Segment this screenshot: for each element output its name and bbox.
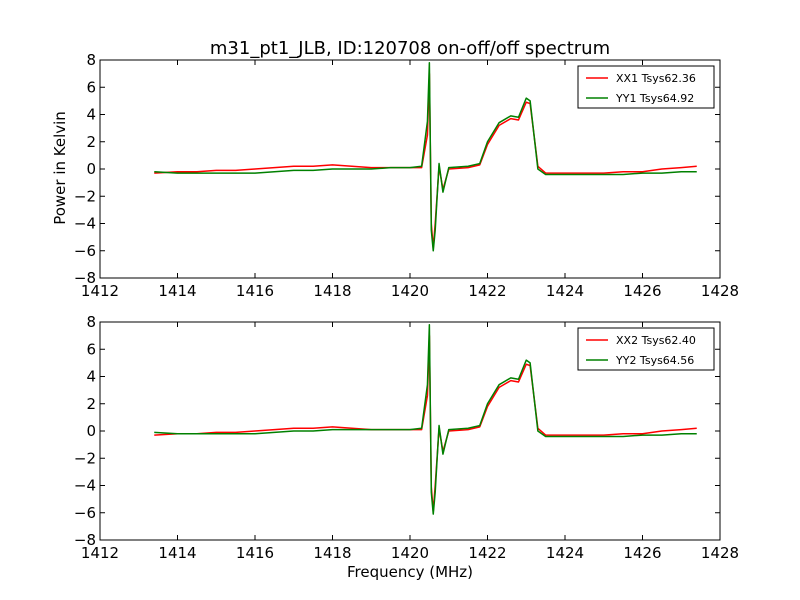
y-tick-label: −8 <box>74 531 96 549</box>
bottom-panel: 1412 1414 1416 1418 1420 1422 1424 1426 1428 −8 −6… <box>74 313 739 562</box>
x-tick-label: 1420 <box>391 282 429 300</box>
y-tick-label: −6 <box>74 242 96 260</box>
legend: XX1 Tsys62.36 YY1 Tsys64.92 <box>577 65 715 109</box>
x-tick-label: 1420 <box>391 544 429 562</box>
y-tick-label: −2 <box>74 187 96 205</box>
x-tick-label: 1416 <box>236 282 274 300</box>
legend-label: YY1 Tsys64.92 <box>615 92 694 105</box>
x-tick-label: 1422 <box>468 282 506 300</box>
legend-label: XX1 Tsys62.36 <box>616 72 696 85</box>
legend-label: XX2 Tsys62.40 <box>616 334 696 347</box>
x-tick-label: 1426 <box>623 282 661 300</box>
y-tick-label: 8 <box>86 313 96 331</box>
x-tick-label: 1418 <box>313 544 351 562</box>
legend: XX2 Tsys62.40 YY2 Tsys64.56 <box>577 327 715 371</box>
y-tick-label: 8 <box>86 51 96 69</box>
legend-label: YY2 Tsys64.56 <box>615 354 694 367</box>
x-tick-label: 1418 <box>313 282 351 300</box>
x-tick-label: 1424 <box>546 282 584 300</box>
y-tick-label: −2 <box>74 449 96 467</box>
chart-title: m31_pt1_JLB, ID:120708 on-off/off spectr… <box>210 38 610 59</box>
x-tick-label: 1424 <box>546 544 584 562</box>
y-tick-label: −6 <box>74 504 96 522</box>
x-tick-label: 1412 <box>81 544 119 562</box>
y-tick-label: −4 <box>74 477 96 495</box>
y-tick-label: 6 <box>86 78 96 96</box>
y-tick-label: −8 <box>74 269 96 287</box>
x-tick-label: 1428 <box>701 282 739 300</box>
y-tick-label: 2 <box>86 133 96 151</box>
x-tick-label: 1426 <box>623 544 661 562</box>
x-tick-label: 1428 <box>701 544 739 562</box>
y-tick-label: 4 <box>86 368 96 386</box>
series-line-yy-panel-1 <box>154 61 697 252</box>
legend-box <box>577 65 715 109</box>
y-tick-label: 2 <box>86 395 96 413</box>
y-tick-label: 0 <box>86 422 96 440</box>
top-panel: 1412 1414 1416 1418 1420 1422 1424 1426 1428 −8 −6… <box>74 51 739 300</box>
series-line-yy-panel-2 <box>154 323 697 515</box>
x-tick-label: 1414 <box>158 282 196 300</box>
y-tick-label: 6 <box>86 340 96 358</box>
x-tick-label: 1412 <box>81 282 119 300</box>
legend-box <box>577 327 715 371</box>
y-tick-label: 4 <box>86 106 96 124</box>
x-tick-label: 1414 <box>158 544 196 562</box>
y-tick-label: −4 <box>74 215 96 233</box>
y-tick-label: 0 <box>86 160 96 178</box>
x-tick-label: 1416 <box>236 544 274 562</box>
x-axis-label: Frequency (MHz) <box>347 563 473 581</box>
y-axis-label: Power in Kelvin <box>51 111 69 225</box>
x-tick-label: 1422 <box>468 544 506 562</box>
